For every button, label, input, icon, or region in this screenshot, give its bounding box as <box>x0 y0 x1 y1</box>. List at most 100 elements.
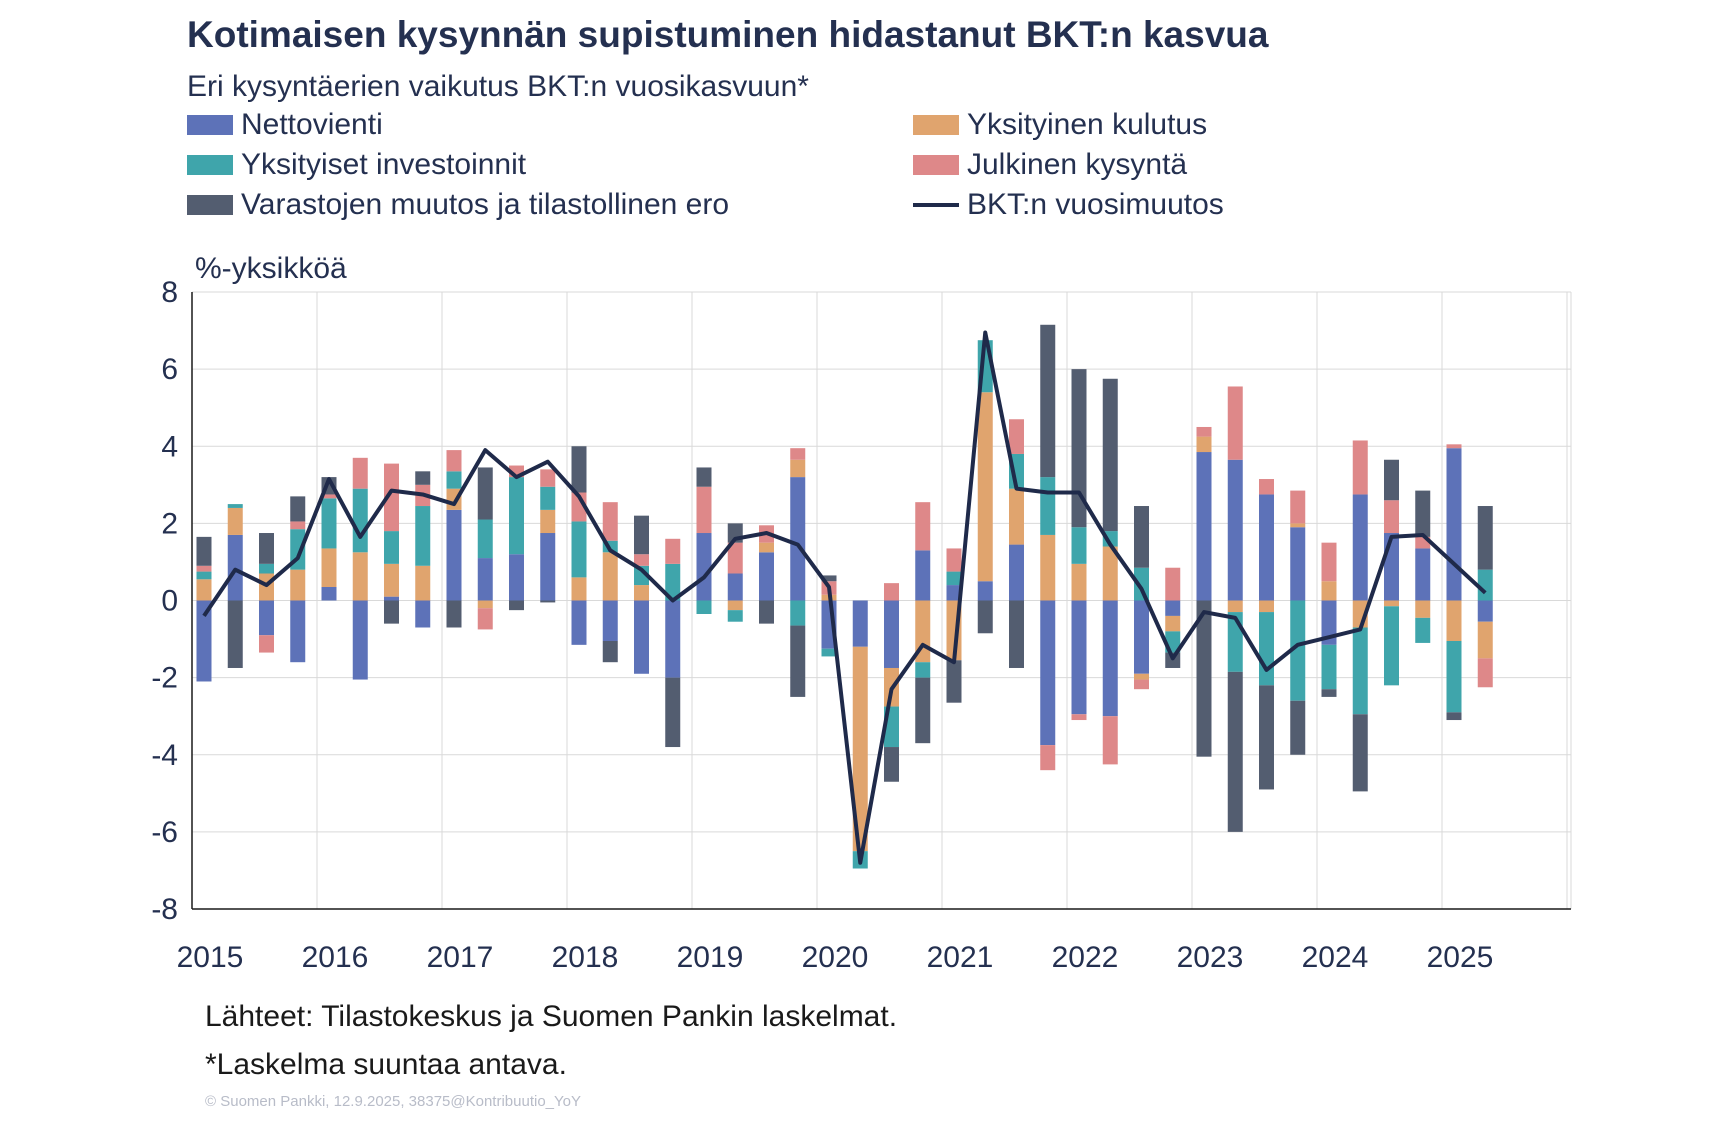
bar-segment <box>602 600 618 641</box>
bar-segment <box>1321 644 1337 690</box>
bar-segment <box>321 498 337 549</box>
bar-segment <box>1196 600 1212 757</box>
bar-segment <box>790 459 806 478</box>
bar-segment <box>1040 600 1056 746</box>
bar-segment <box>571 521 587 578</box>
bar-segment <box>1102 546 1118 601</box>
bar-segment <box>915 502 931 551</box>
bar-segment <box>540 486 556 510</box>
bar-segment <box>1134 679 1149 690</box>
bar-segment <box>946 548 962 572</box>
bar-segment <box>1290 700 1306 755</box>
bar-segment <box>884 600 899 668</box>
legend-label: Varastojen muutos ja tilastollinen ero <box>241 188 730 221</box>
bar-segment <box>790 600 806 626</box>
bar-segment <box>727 542 743 574</box>
bar-segment <box>1415 536 1431 549</box>
bar-segment <box>915 550 931 601</box>
bar-segment <box>1290 600 1306 701</box>
y-tick-label: 6 <box>161 353 178 386</box>
bar-segment <box>696 600 712 614</box>
bar-segment <box>602 552 618 601</box>
bar-segment <box>259 600 274 636</box>
bar-segment <box>1477 569 1493 601</box>
bar-segment <box>352 552 368 601</box>
bar-segment <box>1321 689 1337 697</box>
bar-segment <box>634 600 649 674</box>
bar-segment <box>196 536 212 566</box>
bar-segment <box>1259 479 1274 495</box>
bar-segment <box>384 596 399 601</box>
bar-segment <box>1040 477 1056 535</box>
bar-segment <box>1259 600 1274 613</box>
bar-segment <box>1352 494 1368 601</box>
bar-segment <box>290 569 306 601</box>
bar-segment <box>665 563 681 601</box>
bar-segment <box>1134 600 1149 674</box>
bar-segment <box>509 477 524 555</box>
bar-segment <box>1259 612 1274 686</box>
bar-segment <box>1009 544 1024 601</box>
bar-segment <box>352 457 368 489</box>
bar-segment <box>1446 448 1462 601</box>
bar-segment <box>790 625 806 697</box>
bar-segment <box>415 506 431 566</box>
bar-segment <box>852 646 868 852</box>
legend-label: BKT:n vuosimuutos <box>967 188 1224 221</box>
x-tick-label: 2015 <box>177 941 244 974</box>
bar-segment <box>446 471 462 489</box>
legend-item-bkt-vuosimuutos: BKT:n vuosimuutos <box>913 188 1224 222</box>
bar-segment <box>634 515 649 555</box>
bar-segment <box>1352 714 1368 792</box>
bar-segment <box>571 600 587 645</box>
footnote: *Laskelma suuntaa antava. <box>205 1048 567 1081</box>
y-tick-label: -2 <box>151 662 178 695</box>
bar-segment <box>1009 600 1024 668</box>
bar-segment <box>696 467 712 487</box>
bar-segment <box>446 600 462 628</box>
bar-segment <box>1446 712 1462 721</box>
legend-swatch <box>187 155 233 175</box>
bar-segment <box>1446 640 1462 713</box>
bar-segment <box>727 610 743 622</box>
bar-segment <box>1352 627 1368 715</box>
bar-segment <box>946 660 962 703</box>
bar-segment <box>1477 600 1493 622</box>
bar-segment <box>1384 600 1399 607</box>
bar-segment <box>415 471 431 485</box>
bar-segment <box>696 533 712 601</box>
bar-segment <box>1227 459 1243 601</box>
bar-segment <box>759 542 774 553</box>
bar-segment <box>977 600 993 634</box>
bar-segment <box>477 519 493 559</box>
bar-segment <box>384 531 399 564</box>
bar-segment <box>540 469 556 487</box>
y-tick-label: -8 <box>151 893 178 926</box>
bar-segment <box>665 677 681 748</box>
bar-segment <box>1415 548 1431 601</box>
legend-item-yksityiset-investoinnit: Yksityiset investoinnit <box>187 148 526 182</box>
bar-segment <box>571 446 587 493</box>
bar-segment <box>1415 490 1431 537</box>
bar-segment <box>634 585 649 601</box>
legend-swatch <box>187 115 233 135</box>
y-tick-label: -6 <box>151 816 178 849</box>
x-tick-label: 2023 <box>1177 941 1244 974</box>
bar-segment <box>321 587 337 601</box>
bar-segment <box>1165 615 1181 632</box>
legend-swatch <box>187 195 233 215</box>
bar-segment <box>977 581 993 601</box>
y-tick-label: -4 <box>151 739 178 772</box>
bar-segment <box>1227 671 1243 832</box>
legend-item-yksityinen-kulutus: Yksityinen kulutus <box>913 108 1207 142</box>
bar-segment <box>884 583 899 601</box>
legend-item-varastojen-muutos: Varastojen muutos ja tilastollinen ero <box>187 188 729 222</box>
bar-segment <box>384 600 399 624</box>
bar-segment <box>352 600 368 680</box>
bar-segment <box>477 608 493 630</box>
bar-segment <box>946 585 962 601</box>
x-tick-label: 2016 <box>302 941 369 974</box>
bar-segment <box>477 600 493 609</box>
bar-segment <box>1196 452 1212 601</box>
bar-segment <box>1290 527 1306 601</box>
